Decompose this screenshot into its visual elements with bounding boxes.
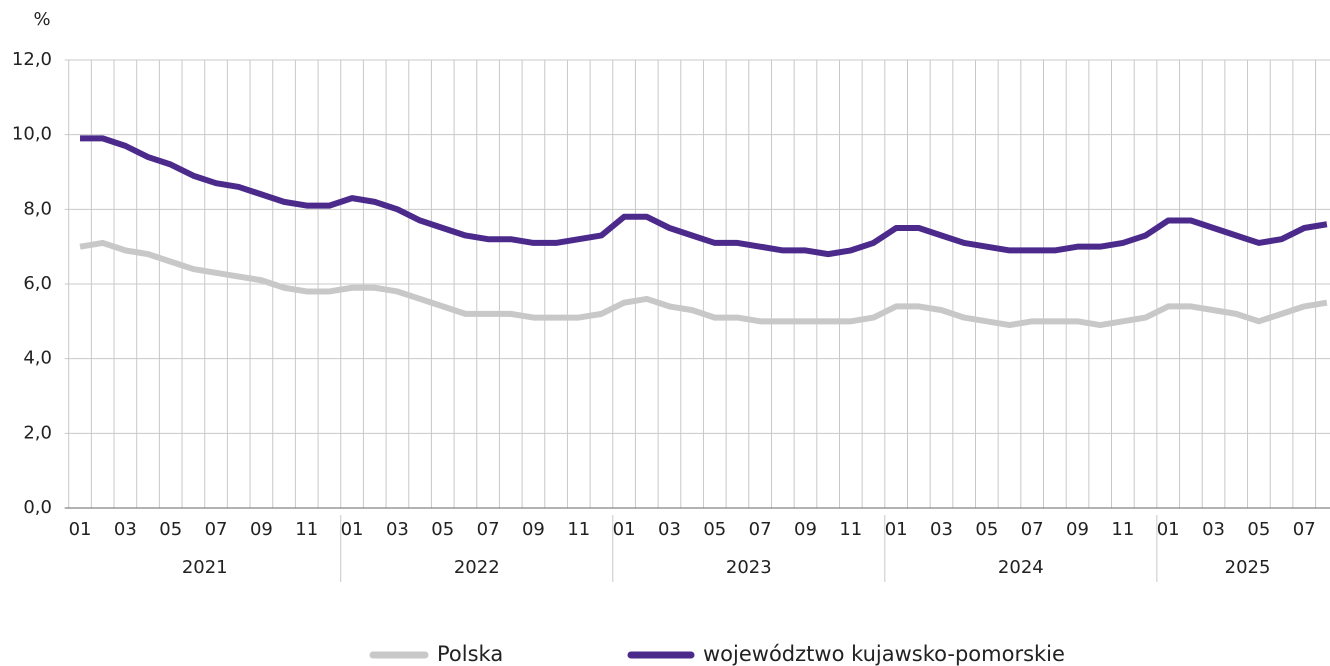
x-tick-label: 01 (613, 519, 636, 540)
x-tick-label: 07 (1021, 519, 1044, 540)
legend-label: województwo kujawsko-pomorskie (703, 642, 1065, 666)
x-tick-label: 11 (295, 519, 318, 540)
y-tick-label: 6,0 (23, 273, 52, 294)
y-tick-label: 12,0 (12, 49, 52, 70)
legend-label: Polska (437, 642, 503, 666)
x-tick-label: 07 (1293, 519, 1316, 540)
y-tick-label: 0,0 (23, 497, 52, 518)
x-tick-label: 03 (1202, 519, 1225, 540)
x-tick-label: 09 (1066, 519, 1089, 540)
x-tick-label: 01 (69, 519, 92, 540)
x-tick-label: 03 (658, 519, 681, 540)
y-axis-label: % (33, 9, 50, 30)
x-tick-label: 11 (839, 519, 862, 540)
x-tick-label: 07 (205, 519, 228, 540)
x-tick-label: 01 (1157, 519, 1180, 540)
y-tick-label: 2,0 (23, 422, 52, 443)
x-tick-label: 09 (522, 519, 545, 540)
x-tick-label: 01 (885, 519, 908, 540)
x-tick-label: 09 (794, 519, 817, 540)
x-tick-label: 01 (341, 519, 364, 540)
x-tick-label: 05 (159, 519, 182, 540)
x-tick-label: 09 (250, 519, 273, 540)
x-tick-label: 05 (703, 519, 726, 540)
series-line (80, 135, 1328, 258)
x-tick-label: 07 (749, 519, 772, 540)
year-label: 2023 (726, 557, 772, 578)
x-tick-label: 03 (386, 519, 409, 540)
x-tick-label: 07 (477, 519, 500, 540)
year-label: 2022 (454, 557, 500, 578)
x-tick-label: 05 (1247, 519, 1270, 540)
x-tick-label: 03 (930, 519, 953, 540)
series-line (79, 239, 1328, 329)
y-tick-label: 10,0 (12, 124, 52, 145)
x-tick-label: 11 (1111, 519, 1134, 540)
year-label: 2021 (182, 557, 228, 578)
year-label: 2025 (1225, 557, 1271, 578)
y-tick-label: 8,0 (23, 198, 52, 219)
x-tick-label: 05 (975, 519, 998, 540)
x-tick-label: 05 (431, 519, 454, 540)
y-tick-label: 4,0 (23, 348, 52, 369)
year-label: 2024 (998, 557, 1044, 578)
x-tick-label: 11 (567, 519, 590, 540)
x-tick-label: 03 (114, 519, 137, 540)
